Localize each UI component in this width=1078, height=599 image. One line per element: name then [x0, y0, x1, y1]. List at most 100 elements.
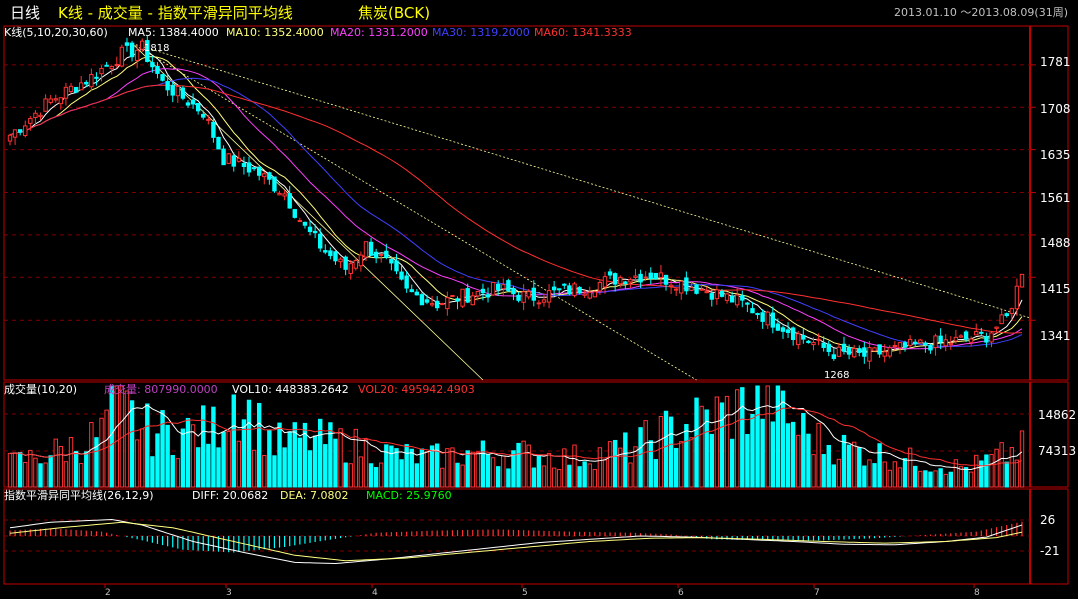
candle-body: [587, 291, 592, 299]
volume-bar: [511, 450, 516, 488]
candle-body: [114, 64, 119, 67]
period-label[interactable]: 日线: [10, 4, 40, 22]
volume-bar: [551, 467, 557, 488]
volume-bar: [333, 438, 338, 488]
volume-bar: [109, 385, 114, 488]
candle-body: [119, 46, 125, 67]
volume-bar: [790, 421, 796, 488]
dea-label: DEA: 7.0802: [280, 489, 348, 502]
volume-bar: [323, 444, 328, 488]
volume-bar: [358, 456, 364, 488]
volume-bar: [28, 449, 33, 488]
volume-bar: [541, 465, 547, 488]
volume-bar: [7, 452, 13, 488]
volume-bar: [760, 418, 765, 488]
volume-bar: [48, 455, 53, 488]
volume-bar: [602, 459, 608, 488]
candle-body: [770, 312, 776, 328]
candle-body: [831, 354, 837, 359]
candle-body: [241, 163, 247, 167]
candle-body: [551, 286, 557, 291]
volume-bar: [99, 417, 104, 488]
volume-bar: [465, 450, 470, 488]
candle-body: [592, 291, 598, 298]
volume-bar: [124, 390, 130, 488]
candle-body: [53, 98, 58, 101]
volume-bar: [506, 468, 511, 488]
volume-bar: [618, 447, 623, 488]
volume-bar: [58, 445, 64, 488]
volume-bar: [165, 424, 170, 488]
candle-body: [465, 288, 470, 303]
candle-body: [729, 295, 735, 303]
volume-bar: [1004, 461, 1009, 488]
candle-body: [938, 335, 943, 343]
volume-bar: [979, 460, 984, 488]
volume-bar: [867, 459, 872, 488]
candle-body: [846, 347, 852, 355]
volume-bar: [750, 413, 755, 488]
candle-body: [902, 342, 908, 348]
macd-line: [9, 521, 1023, 562]
volume-bar: [170, 455, 175, 488]
candle-body: [516, 294, 521, 301]
candle-body: [302, 221, 308, 226]
volume-ma-line: [9, 406, 1023, 467]
candle-body: [460, 288, 465, 307]
candle-body: [33, 112, 38, 119]
candle-body: [1014, 285, 1020, 310]
volume-bar: [221, 431, 226, 488]
candle-body: [328, 250, 333, 257]
volume-bar: [68, 436, 74, 488]
moving-average-lines: [9, 47, 1023, 354]
volume-bar: [267, 429, 272, 488]
candle-body: [567, 285, 572, 295]
candle-body: [775, 323, 781, 331]
volume-bar: [923, 470, 928, 488]
candle-body: [557, 288, 562, 291]
volume-bar: [633, 446, 638, 488]
volume-bar: [663, 410, 669, 488]
volume-bar: [994, 448, 999, 488]
volume-bar: [73, 450, 79, 488]
candle-body: [262, 173, 267, 178]
candle-body: [104, 64, 109, 67]
volume-bar: [501, 455, 506, 488]
volume-bar: [343, 462, 348, 488]
volume-bar: [689, 437, 694, 488]
candle-body: [704, 291, 709, 294]
volume-bar: [414, 463, 420, 488]
volume-bar: [597, 447, 603, 488]
volume-bar: [216, 447, 221, 488]
volume-bar: [628, 462, 633, 488]
candle-body: [714, 289, 720, 300]
candle-body: [531, 287, 536, 301]
candle-body: [343, 256, 348, 270]
volume-bar: [963, 467, 969, 488]
candle-body: [862, 347, 867, 357]
candle-body: [231, 155, 236, 167]
candle-body: [58, 97, 64, 105]
volume-bar: [719, 402, 725, 488]
volume-bar: [826, 444, 831, 488]
candle-body: [684, 277, 689, 292]
price-tick: 1708: [1040, 102, 1071, 116]
candle-body: [963, 331, 969, 340]
volume-bar: [668, 416, 674, 488]
volume-bar: [206, 443, 211, 488]
candle-body: [195, 103, 201, 112]
candle-body: [323, 250, 328, 253]
candle-body: [190, 99, 196, 105]
candle-body: [440, 303, 445, 306]
volume-bar: [338, 428, 343, 488]
volume-bar: [918, 470, 923, 488]
candle-body: [887, 347, 892, 357]
candle-body: [277, 192, 282, 196]
volume-bar: [38, 463, 43, 488]
volume-bar: [318, 418, 323, 488]
candle-body: [541, 299, 547, 303]
candle-body: [694, 284, 699, 294]
candle-body: [216, 136, 221, 150]
candle-body: [735, 294, 740, 306]
low-price-label: 1268: [824, 370, 849, 381]
